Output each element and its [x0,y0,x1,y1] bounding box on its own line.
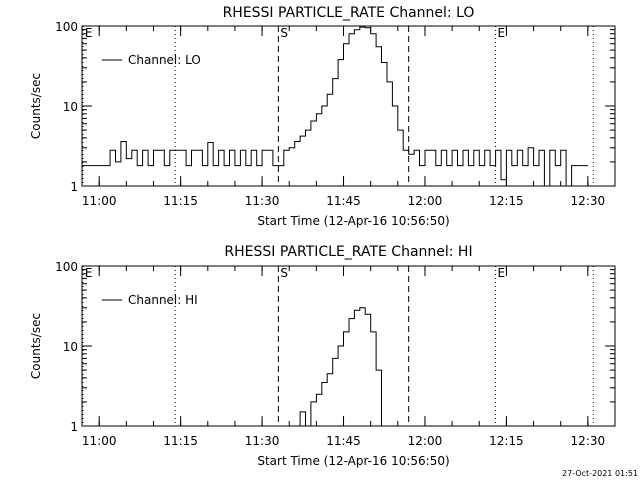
chart1-xtick-label: 11:15 [163,434,198,448]
chart0-marker-label: E [498,26,506,40]
chart1-ytick-label: 10 [63,340,78,354]
chart0-xtick-label: 12:15 [489,194,524,208]
chart1-marker-label: E [498,266,506,280]
panel-lo: RHESSI PARTICLE_RATE Channel: LO Counts/s… [29,5,616,228]
footer-timestamp: 27-Oct-2021 01:51 [562,469,638,478]
chart1-title: RHESSI PARTICLE_RATE Channel: HI [224,244,472,260]
chart1-xtick-label: 11:45 [326,434,361,448]
chart0-xtick-label: 12:00 [408,194,443,208]
chart0-ytick-label: 1 [70,180,78,194]
chart0-ylabel: Counts/sec [29,73,43,139]
chart1-xtick-label: 12:30 [571,434,606,448]
chart0-ytick-label: 10 [63,100,78,114]
chart1-xtick-label: 11:00 [82,434,117,448]
chart1-marker-label: E [85,266,93,280]
chart0-marker-label: S [280,26,288,40]
chart0-plot-frame [81,25,616,187]
chart1-legend-label: Channel: HI [128,293,198,307]
chart1-xtick-label: 11:30 [245,434,280,448]
chart0-xtick-label: 11:15 [163,194,198,208]
chart0-xtick-label: 11:45 [326,194,361,208]
chart0-series-line [82,26,588,187]
chart1-marker-label: S [280,266,288,280]
chart1-ytick-label: 1 [70,420,78,434]
chart0-marker-label: E [85,26,93,40]
chart0-xtick-label: 11:00 [82,194,117,208]
chart1-xlabel: Start Time (12-Apr-16 10:56:50) [257,454,449,468]
chart0-legend-label: Channel: LO [128,53,201,67]
panel-hi: RHESSI PARTICLE_RATE Channel: HI Counts/s… [29,244,616,468]
chart1-xtick-label: 12:15 [489,434,524,448]
chart1-plot-frame [81,265,616,427]
chart1-xtick-label: 12:00 [408,434,443,448]
chart0-xtick-label: 11:30 [245,194,280,208]
chart0-title: RHESSI PARTICLE_RATE Channel: LO [223,5,475,21]
chart1-ylabel: Counts/sec [29,313,43,379]
chart1-series-line [294,307,382,427]
chart0-xtick-label: 12:30 [571,194,606,208]
chart0-xlabel: Start Time (12-Apr-16 10:56:50) [257,214,449,228]
chart1-ytick-label: 100 [55,260,78,274]
chart0-ytick-label: 100 [55,20,78,34]
